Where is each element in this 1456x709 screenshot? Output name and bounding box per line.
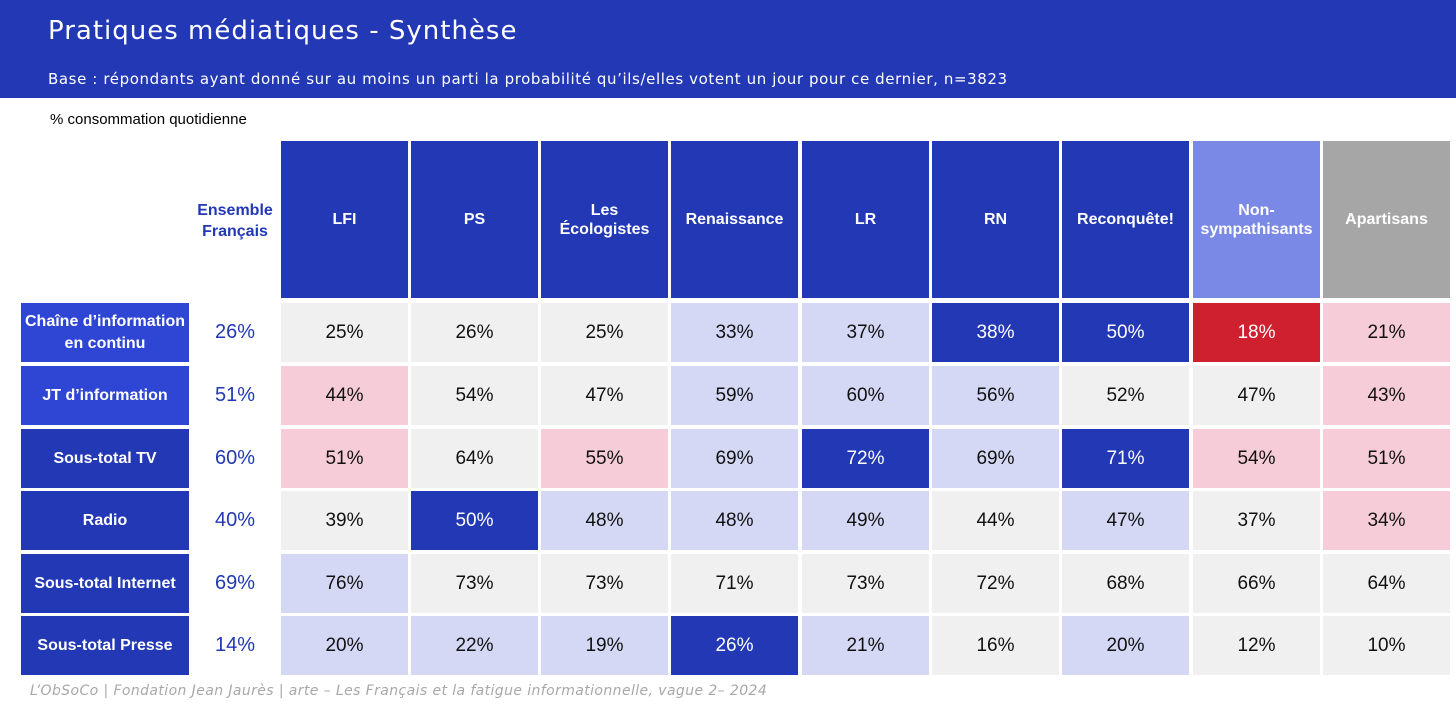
page-title: Pratiques médiatiques - Synthèse — [48, 16, 518, 46]
table-cell: 34% — [1323, 491, 1450, 550]
table-cell: 22% — [411, 616, 538, 675]
table-cell: 71% — [671, 554, 798, 613]
table-cell: 51% — [281, 429, 408, 488]
ensemble-value: 40% — [214, 509, 256, 531]
ensemble-value: 26% — [214, 321, 256, 343]
ensemble-value: 60% — [214, 447, 256, 469]
table-cell: 48% — [671, 491, 798, 550]
table-cell: 68% — [1062, 554, 1189, 613]
source-note: L’ObSoCo | Fondation Jean Jaurès | arte … — [30, 683, 768, 699]
table-cell: 48% — [541, 491, 668, 550]
table-cell: 72% — [802, 429, 929, 488]
table-cell: 64% — [411, 429, 538, 488]
table-cell: 73% — [411, 554, 538, 613]
page-subtitle: Base : répondants ayant donné sur au moi… — [48, 70, 1008, 88]
column-header-non-sympathisants: Non-sympathisants — [1193, 141, 1320, 298]
row-header-jt-d-information: JT d’information — [21, 366, 189, 425]
row-header-sous-total-internet: Sous-total Internet — [21, 554, 189, 613]
column-header-renaissance: Renaissance — [671, 141, 798, 298]
header-banner: Pratiques médiatiques - Synthèse Base : … — [0, 0, 1456, 98]
table-cell: 25% — [281, 303, 408, 362]
table-cell: 25% — [541, 303, 668, 362]
table-cell: 50% — [1062, 303, 1189, 362]
table-cell: 21% — [1323, 303, 1450, 362]
table-cell: 66% — [1193, 554, 1320, 613]
table-cell: 20% — [1062, 616, 1189, 675]
table-cell: 64% — [1323, 554, 1450, 613]
table-cell: 71% — [1062, 429, 1189, 488]
ensemble-value: 51% — [214, 384, 256, 406]
row-header-chaine-d-information-en-continu: Chaîne d’information en continu — [21, 303, 189, 362]
column-header-lr: LR — [802, 141, 929, 298]
column-header-lfi: LFI — [281, 141, 408, 298]
table-cell: 18% — [1193, 303, 1320, 362]
table-cell: 10% — [1323, 616, 1450, 675]
table-cell: 26% — [671, 616, 798, 675]
table-cell: 73% — [802, 554, 929, 613]
ensemble-value: 69% — [214, 572, 256, 594]
table-cell: 33% — [671, 303, 798, 362]
table-cell: 38% — [932, 303, 1059, 362]
table-cell: 69% — [932, 429, 1059, 488]
table-cell: 47% — [541, 366, 668, 425]
table-cell: 20% — [281, 616, 408, 675]
table-cell: 21% — [802, 616, 929, 675]
table-cell: 54% — [1193, 429, 1320, 488]
table-cell: 59% — [671, 366, 798, 425]
table-cell: 60% — [802, 366, 929, 425]
measure-label: % consommation quotidienne — [50, 111, 247, 128]
row-header-radio: Radio — [21, 491, 189, 550]
table-cell: 72% — [932, 554, 1059, 613]
table-cell: 16% — [932, 616, 1059, 675]
table-cell: 49% — [802, 491, 929, 550]
table-cell: 55% — [541, 429, 668, 488]
table-cell: 39% — [281, 491, 408, 550]
table-cell: 73% — [541, 554, 668, 613]
column-header-reconquete: Reconquête! — [1062, 141, 1189, 298]
table-cell: 37% — [1193, 491, 1320, 550]
row-header-sous-total-tv: Sous-total TV — [21, 429, 189, 488]
row-header-sous-total-presse: Sous-total Presse — [21, 616, 189, 675]
table-cell: 50% — [411, 491, 538, 550]
table-cell: 56% — [932, 366, 1059, 425]
table-cell: 54% — [411, 366, 538, 425]
column-header-les-ecologistes: Les Écologistes — [541, 141, 668, 298]
table-cell: 51% — [1323, 429, 1450, 488]
column-header-rn: RN — [932, 141, 1059, 298]
table-cell: 52% — [1062, 366, 1189, 425]
table-cell: 44% — [932, 491, 1059, 550]
table-cell: 37% — [802, 303, 929, 362]
ensemble-header: Ensemble Français — [197, 202, 273, 240]
column-header-ps: PS — [411, 141, 538, 298]
table-cell: 76% — [281, 554, 408, 613]
table-cell: 47% — [1062, 491, 1189, 550]
ensemble-value: 14% — [214, 634, 256, 656]
table-cell: 12% — [1193, 616, 1320, 675]
column-header-apartisans: Apartisans — [1323, 141, 1450, 298]
table-cell: 44% — [281, 366, 408, 425]
table-cell: 43% — [1323, 366, 1450, 425]
table-cell: 26% — [411, 303, 538, 362]
table-cell: 69% — [671, 429, 798, 488]
table-cell: 19% — [541, 616, 668, 675]
table-cell: 47% — [1193, 366, 1320, 425]
